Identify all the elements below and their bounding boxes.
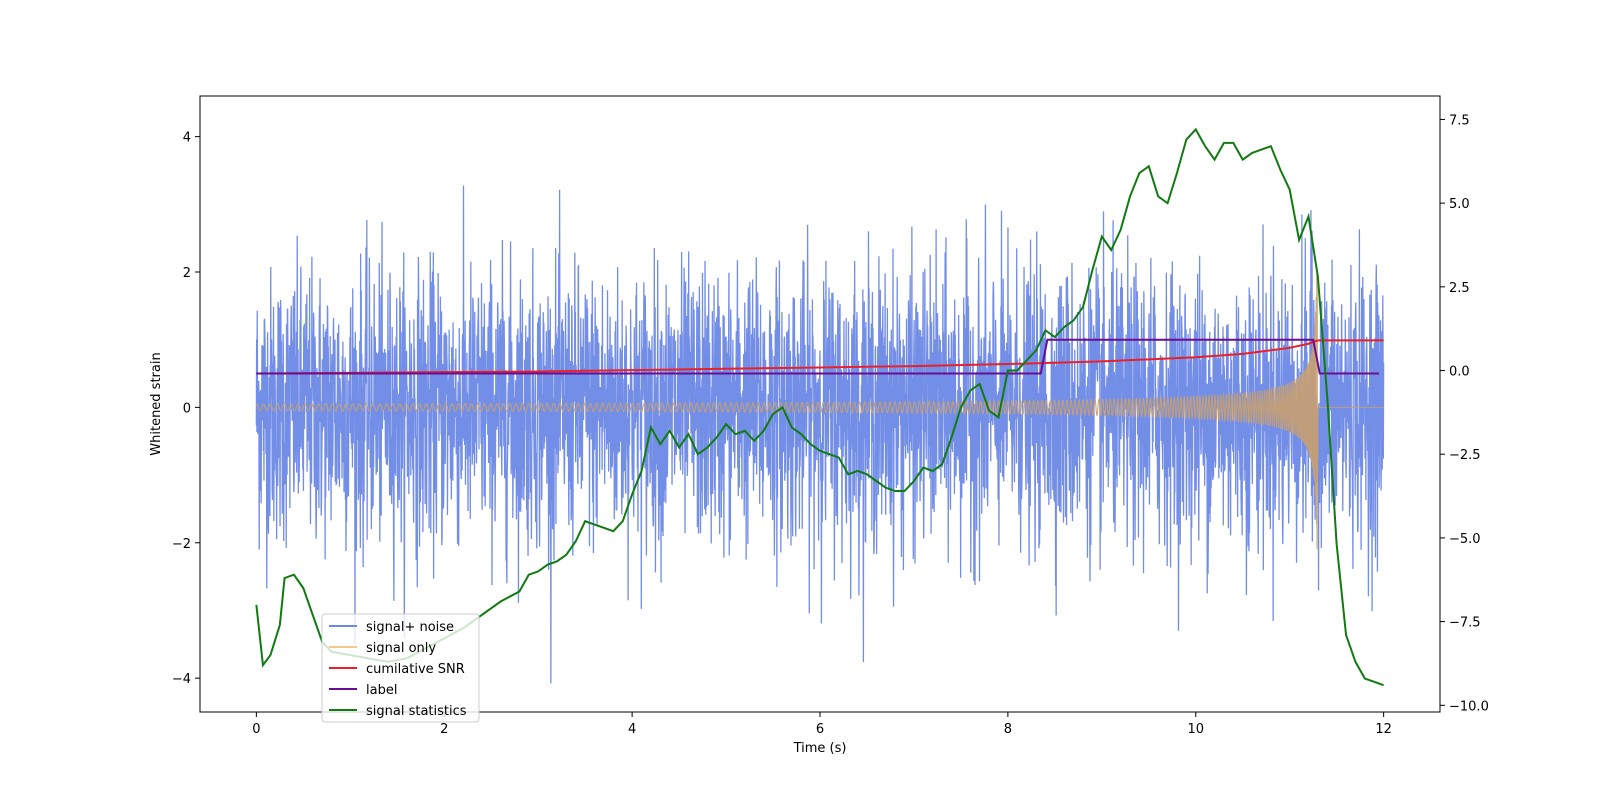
y2-tick-label: 0.0 (1449, 365, 1470, 380)
y-tick-label: 2 (183, 266, 191, 281)
ticks-layer: 0 2 4 6 8 10 12 −4 −2 0 2 4 −10.0 −7.5 −5.0 −2.5 0.0 2.5 5… (172, 113, 1489, 737)
y2-tick-label: 7.5 (1449, 113, 1470, 128)
series-signal-noise (255, 185, 1385, 684)
x-tick-label: 12 (1375, 722, 1392, 737)
y2-tick-label: 2.5 (1449, 281, 1470, 296)
y-tick-label: 0 (183, 401, 191, 416)
x-tick-label: 4 (628, 722, 636, 737)
legend-label: label (366, 683, 397, 698)
x-axis-title: Time (s) (793, 741, 847, 756)
x-tick-label: 0 (252, 722, 260, 737)
legend-label: cumilative SNR (366, 662, 465, 677)
y2-tick-label: −5.0 (1449, 532, 1481, 547)
series-layer (255, 127, 1385, 687)
x-tick-label: 10 (1187, 722, 1204, 737)
legend-label: signal statistics (366, 704, 467, 719)
y-tick-label: −2 (172, 537, 191, 552)
y-axis-title: Whitened strain (149, 352, 164, 455)
x-tick-label: 8 (1004, 722, 1012, 737)
legend-box (321, 613, 480, 723)
legend-label: signal+ noise (366, 620, 454, 635)
series-label (256, 338, 1379, 375)
y-tick-label: 4 (183, 131, 191, 146)
series-signal-only (256, 266, 1384, 550)
x-tick-label: 2 (440, 722, 448, 737)
y-tick-label: −4 (172, 672, 191, 687)
series-signal-statistics (255, 127, 1384, 687)
series-cumulative-snr (256, 339, 1384, 375)
y2-tick-label: −2.5 (1449, 448, 1481, 463)
legend-label: signal only (366, 641, 436, 656)
y2-tick-label: −7.5 (1449, 616, 1481, 631)
legend: signal+ noise signal only cumilative SNR la… (321, 613, 480, 723)
y2-tick-label: 5.0 (1449, 197, 1470, 212)
x-tick-label: 6 (816, 722, 824, 737)
y2-tick-label: −10.0 (1449, 699, 1489, 714)
